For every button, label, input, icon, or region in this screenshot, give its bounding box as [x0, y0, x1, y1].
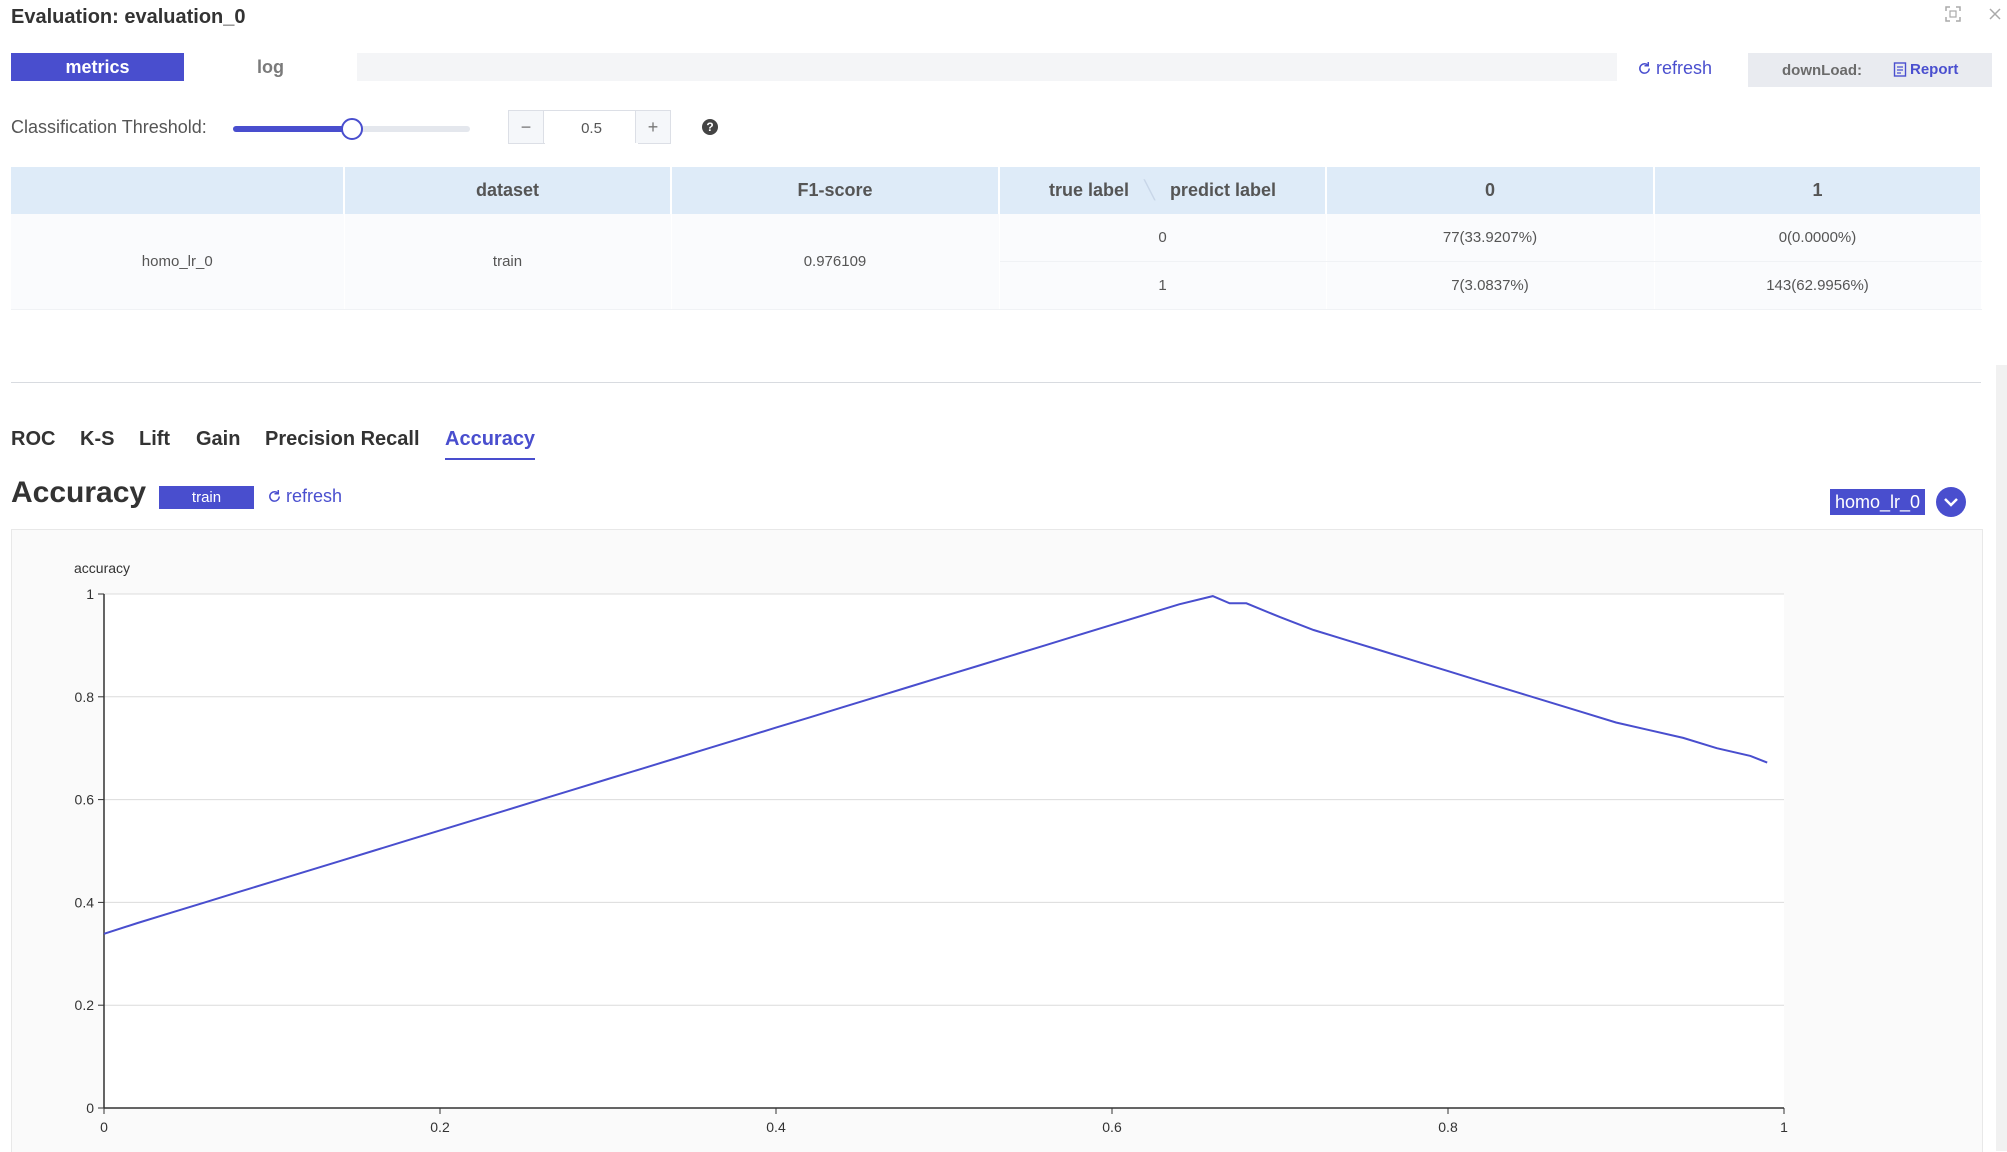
model-dropdown-button[interactable] — [1936, 487, 1966, 517]
matrix-cell: 143(62.9956%) — [1654, 261, 1982, 310]
header-col-0: 0 — [1326, 167, 1655, 214]
diagonal-divider: ╲ — [1144, 180, 1155, 200]
tab-metrics[interactable]: metrics — [11, 53, 184, 81]
table-row: 1 7(3.0837%) 143(62.9956%) — [11, 261, 1982, 310]
y-axis-label: accuracy — [74, 560, 130, 576]
refresh-icon — [1639, 61, 1650, 74]
decrement-button[interactable]: − — [509, 111, 544, 143]
download-panel — [1748, 53, 1992, 87]
tab-roc[interactable]: ROC — [11, 428, 56, 450]
header-col-1: 1 — [1654, 167, 1982, 214]
threshold-slider-handle[interactable] — [341, 118, 363, 140]
header-dataset: dataset — [344, 167, 672, 214]
tab-gain[interactable]: Gain — [196, 428, 241, 450]
increment-button[interactable]: + — [635, 111, 670, 143]
close-icon[interactable] — [1982, 6, 2007, 28]
matrix-cell: 7(3.0837%) — [1326, 261, 1655, 310]
true-label-cell: 1 — [999, 261, 1327, 310]
x-tick-label: 0.6 — [1102, 1119, 1122, 1135]
threshold-stepper: − + — [508, 110, 671, 145]
refresh-button[interactable]: refresh — [1637, 58, 1712, 79]
plot-area — [104, 594, 1784, 1108]
section-title: Accuracy — [11, 476, 147, 509]
y-tick-label: 0 — [86, 1100, 94, 1116]
y-tick-label: 0.6 — [75, 792, 95, 808]
table-row: homo_lr_0 train 0.976109 0 77(33.9207%) … — [11, 214, 1982, 310]
scrollbar[interactable] — [1996, 365, 2007, 1151]
true-label-header: true label — [1049, 180, 1130, 200]
threshold-label: Classification Threshold: — [11, 117, 207, 137]
f1-cell: 0.976109 — [671, 214, 1000, 310]
tab-accuracy[interactable]: Accuracy — [445, 428, 536, 450]
x-tick-label: 1 — [1780, 1119, 1788, 1135]
active-tab-underline — [445, 458, 535, 460]
chart-container: 0 0.2 0.4 0.6 0.8 1 0 0.2 0.4 0.6 0.8 1 accuracy — [11, 529, 1983, 1152]
tab-ks[interactable]: K-S — [80, 428, 115, 450]
predict-label-header: predict label — [1169, 180, 1276, 200]
x-tick-label: 0.4 — [766, 1119, 786, 1135]
matrix-cell: 77(33.9207%) — [1326, 214, 1655, 262]
section-divider — [11, 382, 1981, 383]
x-tick-label: 0.2 — [430, 1119, 450, 1135]
dataset-cell: train — [344, 214, 672, 310]
true-label-cell: 0 — [999, 214, 1327, 262]
threshold-slider-fill — [233, 126, 351, 132]
tab-precision-recall[interactable]: Precision Recall — [265, 428, 420, 450]
confusion-matrix-table: dataset F1-score true label ╲ predict la… — [11, 167, 1982, 310]
header-true-predict-label: true label ╲ predict label — [999, 167, 1327, 214]
y-tick-label: 0.2 — [75, 997, 95, 1013]
matrix-cell: 0(0.0000%) — [1654, 214, 1982, 262]
refresh-icon — [269, 489, 280, 502]
y-tick-label: 1 — [86, 586, 94, 602]
document-icon — [1893, 62, 1907, 77]
refresh-label: refresh — [286, 486, 343, 506]
window-title: Evaluation: evaluation_0 — [11, 6, 246, 28]
y-tick-label: 0.8 — [75, 689, 95, 705]
header-f1-score: F1-score — [671, 167, 1000, 214]
help-icon[interactable]: ? — [702, 119, 718, 135]
refresh-label: refresh — [1656, 58, 1713, 78]
x-tick-label: 0.8 — [1438, 1119, 1458, 1135]
model-cell: homo_lr_0 — [11, 214, 345, 310]
accuracy-series-line — [103, 595, 1768, 935]
report-label: Report — [1910, 61, 1959, 78]
table-header-row: dataset F1-score true label ╲ predict la… — [11, 167, 1982, 214]
x-tick-label: 0 — [100, 1119, 108, 1135]
header-model — [11, 167, 345, 214]
threshold-input[interactable] — [545, 111, 638, 145]
chart-refresh-button[interactable]: refresh — [267, 486, 342, 507]
report-download-button[interactable]: Report — [1893, 61, 1958, 78]
model-tag[interactable]: homo_lr_0 — [1830, 489, 1926, 515]
tab-lift[interactable]: Lift — [139, 428, 171, 450]
chevron-down-icon — [1944, 498, 1958, 507]
tab-log[interactable]: log — [184, 53, 357, 81]
accuracy-chart: 0 0.2 0.4 0.6 0.8 1 0 0.2 0.4 0.6 0.8 1 accuracy — [74, 560, 1788, 1135]
y-tick-label: 0.4 — [75, 894, 95, 910]
fullscreen-icon[interactable] — [1942, 6, 1964, 28]
download-label: downLoad: — [1782, 62, 1862, 79]
dataset-badge[interactable]: train — [159, 486, 254, 509]
